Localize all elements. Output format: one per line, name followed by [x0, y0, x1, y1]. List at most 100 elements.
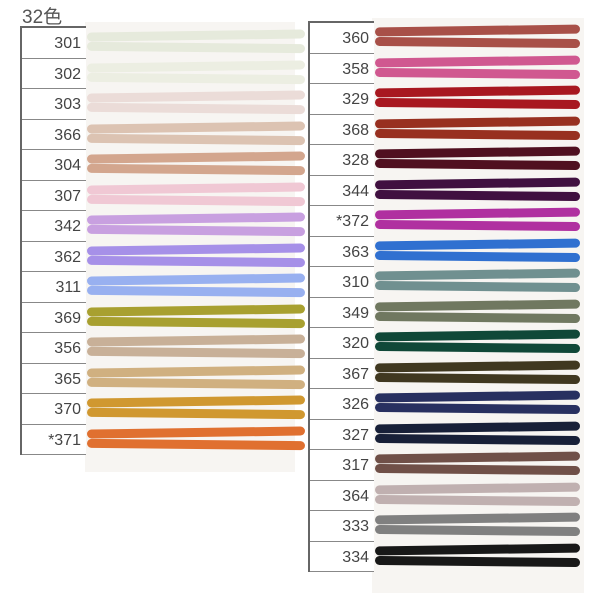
yarn-swatch [86, 240, 306, 271]
yarn-swatch [86, 209, 306, 240]
color-code-label: 368 [310, 115, 374, 145]
yarn-swatch [86, 423, 306, 454]
yarn-swatch [374, 509, 581, 540]
color-code-label: 367 [310, 359, 374, 389]
color-code-label: *371 [22, 425, 86, 455]
color-code-label: 362 [22, 242, 86, 272]
yarn-strand [86, 72, 306, 84]
yarn-strand [374, 116, 581, 128]
color-code-label: 329 [310, 84, 374, 115]
yarn-swatch [374, 235, 581, 266]
yarn-strand [86, 163, 306, 176]
yarn-swatch [86, 270, 306, 301]
yarn-strand [374, 402, 581, 415]
color-code-label: 327 [310, 420, 374, 450]
color-code-label: 317 [310, 450, 374, 481]
yarn-strand [374, 451, 581, 464]
yarn-strand [86, 303, 306, 317]
color-code-label: 365 [22, 364, 86, 394]
color-code-label: 349 [310, 298, 374, 328]
yarn-strand [86, 120, 306, 134]
yarn-strand [86, 364, 306, 378]
color-code-label: 326 [310, 389, 374, 420]
yarn-swatch [86, 26, 306, 57]
yarn-swatch [374, 52, 581, 83]
yarn-strand [374, 268, 581, 281]
color-code-label: 342 [22, 211, 86, 242]
yarn-swatch [86, 362, 306, 393]
yarn-strand [86, 334, 306, 347]
yarn-strand [86, 285, 306, 298]
yarn-strand [374, 463, 581, 476]
yarn-strand [374, 219, 581, 232]
yarn-strand [374, 85, 581, 98]
yarn-strand [374, 390, 581, 403]
yarn-strand [374, 207, 581, 220]
yarn-strand [374, 280, 581, 293]
yarn-strand [374, 482, 581, 494]
yarn-strand [374, 543, 581, 555]
color-code-label: 304 [22, 150, 86, 181]
right-code-labels: 360 358 329 368 328 344 *372 363 310 349 320 367 326… [308, 21, 374, 572]
yarn-swatch [374, 357, 581, 388]
color-count-title: 32色 [22, 7, 63, 28]
yarn-strand [86, 242, 306, 256]
yarn-strand [374, 177, 581, 189]
yarn-strand [86, 377, 306, 389]
yarn-strand [374, 512, 581, 525]
color-code-label: 320 [310, 328, 374, 359]
color-code-label: 369 [22, 303, 86, 333]
yarn-strand [86, 255, 306, 267]
yarn-strand [374, 555, 581, 567]
left-code-labels: 301 302 303 366 304 307 342 362 311 369 356 365 370 *… [20, 26, 86, 455]
yarn-strand [86, 29, 306, 42]
yarn-strand [86, 102, 306, 115]
yarn-swatch [374, 540, 581, 571]
yarn-strand [86, 438, 306, 450]
right-yarn-swatches [374, 21, 581, 571]
color-code-label: 366 [22, 120, 86, 150]
yarn-strand [86, 316, 306, 328]
yarn-swatch [374, 113, 581, 144]
left-yarn-swatches [86, 26, 306, 454]
yarn-swatch [374, 448, 581, 479]
yarn-strand [374, 421, 581, 433]
color-code-label: 370 [22, 394, 86, 425]
yarn-strand [86, 407, 306, 420]
color-code-label: 311 [22, 272, 86, 303]
color-code-label: 307 [22, 181, 86, 211]
yarn-strand [86, 212, 306, 225]
color-code-label: 358 [310, 54, 374, 84]
color-code-label: 302 [22, 59, 86, 89]
yarn-strand [374, 158, 581, 171]
yarn-swatch [374, 479, 581, 510]
yarn-swatch [374, 296, 581, 327]
yarn-strand [86, 181, 306, 195]
yarn-strand [86, 273, 306, 286]
yarn-strand [86, 425, 306, 439]
yarn-swatch [374, 82, 581, 113]
color-code-label: *372 [310, 206, 374, 237]
yarn-strand [374, 250, 581, 262]
yarn-strand [86, 133, 306, 145]
yarn-swatch [86, 118, 306, 149]
color-code-label: 333 [310, 511, 374, 542]
yarn-strand [86, 151, 306, 164]
yarn-strand [374, 311, 581, 323]
yarn-strand [86, 346, 306, 359]
yarn-strand [374, 329, 581, 342]
yarn-strand [86, 90, 306, 103]
color-code-label: 328 [310, 145, 374, 176]
yarn-swatch [374, 21, 581, 52]
color-code-label: 303 [22, 89, 86, 120]
yarn-strand [374, 494, 581, 506]
color-code-label: 301 [22, 28, 86, 59]
yarn-strand [374, 97, 581, 110]
color-code-label: 356 [22, 333, 86, 364]
yarn-strand [374, 524, 581, 537]
yarn-strand [374, 299, 581, 311]
yarn-strand [86, 395, 306, 408]
yarn-swatch [374, 265, 581, 296]
yarn-swatch [374, 326, 581, 357]
yarn-strand [374, 341, 581, 354]
